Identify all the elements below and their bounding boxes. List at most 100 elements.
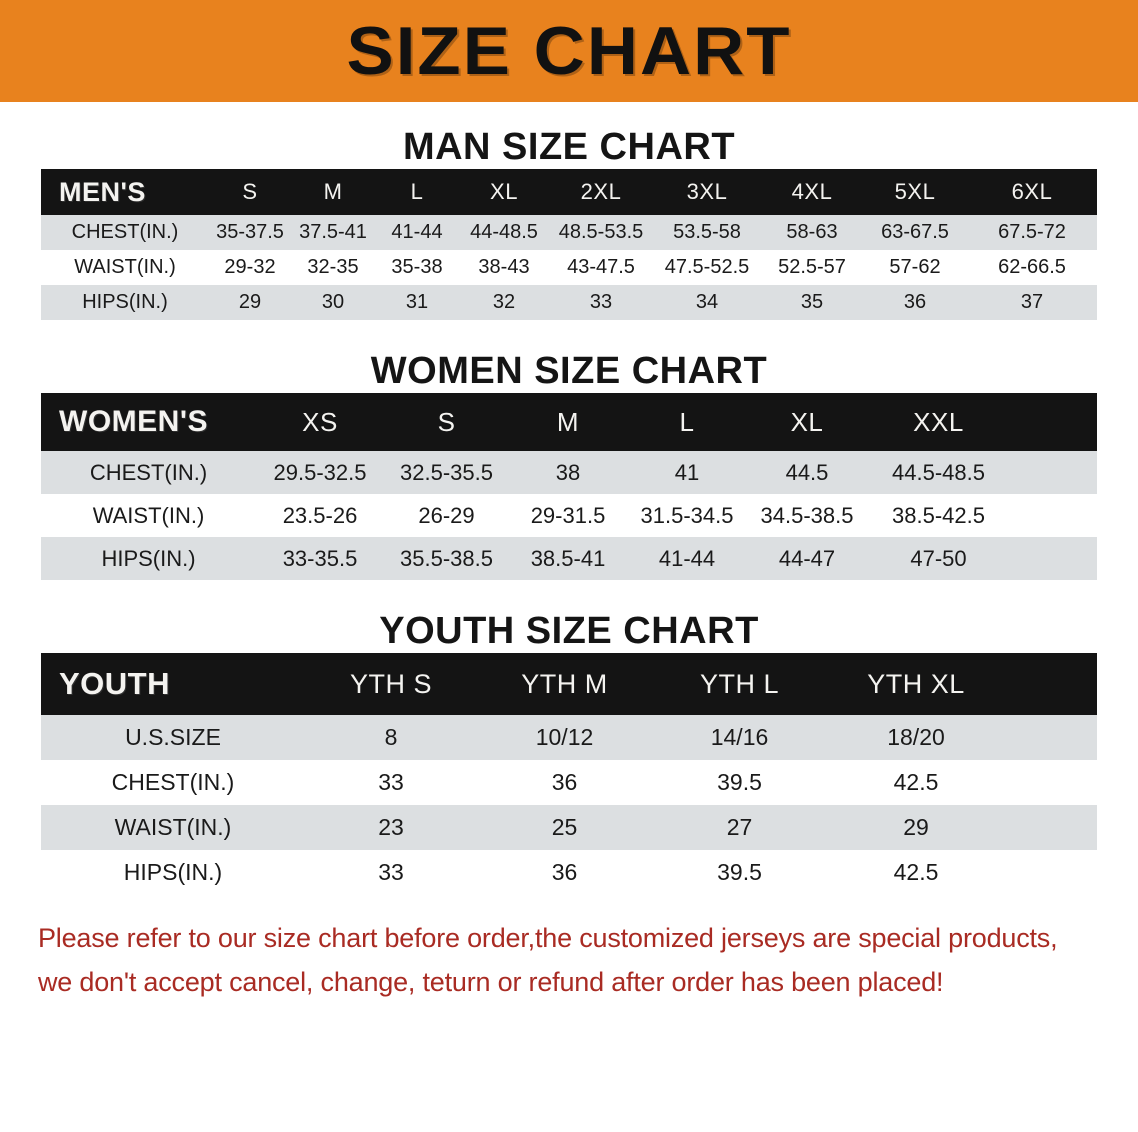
youth-col-header: YTH L	[699, 668, 780, 699]
women-col-header: M	[556, 406, 580, 437]
women-cell: 41-44	[658, 545, 716, 571]
men-cell: 58-63	[786, 221, 838, 243]
men-cell: 29-32	[224, 256, 276, 278]
men-col-header: 6XL	[1011, 179, 1053, 204]
youth-row-label: U.S.SIZE	[125, 724, 221, 750]
men-cell: 32	[492, 291, 516, 313]
women-cell: 38	[555, 459, 581, 485]
men-header-row: MEN'S S M L XL 2XL 3XL 4XL 5XL 6XL	[41, 169, 1097, 215]
men-cell: 62-66.5	[998, 256, 1066, 278]
youth-cell-empty	[1005, 850, 1097, 895]
table-row: HIPS(IN.) 33 36 39.5 42.5	[41, 850, 1097, 895]
youth-cell: 33	[378, 769, 404, 795]
women-row-label: HIPS(IN.)	[101, 545, 196, 571]
women-cell: 35.5-38.5	[400, 545, 493, 571]
youth-header-row: YOUTH YTH S YTH M YTH L YTH XL	[41, 653, 1097, 715]
men-col-header: 2XL	[580, 179, 622, 204]
youth-cell: 23	[378, 814, 404, 840]
women-chart-wrap: WOMEN'S XS S M L XL XXL CHEST(IN.) 29.5-…	[0, 393, 1138, 580]
men-col-header: 3XL	[686, 179, 728, 204]
youth-cell-empty	[1005, 805, 1097, 850]
youth-cell: 8	[384, 724, 398, 750]
men-cell: 48.5-53.5	[558, 221, 644, 243]
youth-cell-empty	[1005, 715, 1097, 760]
men-cell: 67.5-72	[998, 221, 1066, 243]
table-row: CHEST(IN.) 33 36 39.5 42.5	[41, 760, 1097, 805]
men-cell: 57-62	[889, 256, 941, 278]
men-cell: 34	[695, 291, 719, 313]
women-cell: 41	[674, 459, 700, 485]
youth-col-header: YTH XL	[867, 668, 965, 699]
men-col-header: M	[323, 179, 343, 204]
women-cell: 31.5-34.5	[640, 502, 734, 528]
women-header-row: WOMEN'S XS S M L XL XXL	[41, 393, 1097, 451]
table-row: CHEST(IN.) 29.5-32.5 32.5-35.5 38 41 44.…	[41, 451, 1097, 494]
men-size-table: MEN'S S M L XL 2XL 3XL 4XL 5XL 6XL CHEST…	[41, 169, 1097, 320]
women-col-header: XXL	[913, 406, 964, 437]
youth-row-label: WAIST(IN.)	[114, 814, 232, 840]
women-section-title: WOMEN SIZE CHART	[370, 350, 768, 392]
youth-cell: 33	[378, 859, 404, 885]
youth-cell: 14/16	[710, 724, 769, 750]
men-cell: 52.5-57	[778, 256, 846, 278]
youth-cell: 27	[726, 814, 753, 840]
youth-cell: 18/20	[887, 724, 945, 750]
women-cell-empty	[1010, 537, 1097, 580]
table-row: WAIST(IN.) 29-32 32-35 35-38 38-43 43-47…	[41, 250, 1097, 285]
men-cell: 47.5-52.5	[664, 256, 750, 278]
women-cell: 23.5-26	[282, 502, 358, 528]
page-title: SIZE CHART	[346, 13, 792, 89]
men-row-label: HIPS(IN.)	[82, 291, 168, 313]
men-cell: 41-44	[391, 221, 443, 243]
women-cell: 34.5-38.5	[760, 502, 854, 528]
youth-corner-label: YOUTH	[59, 666, 170, 701]
youth-cell: 25	[551, 814, 578, 840]
men-cell: 44-48.5	[470, 221, 538, 243]
women-cell: 32.5-35.5	[400, 459, 493, 485]
women-cell: 47-50	[910, 545, 967, 571]
youth-cell: 36	[551, 769, 578, 795]
women-cell: 29.5-32.5	[273, 459, 367, 485]
men-cell: 53.5-58	[673, 221, 741, 243]
men-cell: 35-37.5	[216, 221, 284, 243]
youth-chart-wrap: YOUTH YTH S YTH M YTH L YTH XL U.S.SIZE …	[0, 653, 1138, 895]
women-row-label: WAIST(IN.)	[92, 502, 205, 528]
men-cell: 36	[903, 291, 927, 313]
men-cell: 63-67.5	[881, 221, 949, 243]
men-col-header: S	[242, 179, 258, 204]
women-cell: 44.5-48.5	[892, 459, 985, 485]
table-row: WAIST(IN.) 23.5-26 26-29 29-31.5 31.5-34…	[41, 494, 1097, 537]
women-corner-label: WOMEN'S	[59, 405, 208, 438]
women-cell: 38.5-41	[530, 545, 606, 571]
table-row: WAIST(IN.) 23 25 27 29	[41, 805, 1097, 850]
men-cell: 37	[1020, 291, 1044, 313]
men-cell: 43-47.5	[567, 256, 635, 278]
women-col-header: S	[437, 406, 456, 437]
men-cell: 31	[405, 291, 429, 313]
youth-col-header-empty	[1005, 653, 1097, 715]
women-col-header: L	[679, 406, 695, 437]
disclaimer-line-1: Please refer to our size chart before or…	[38, 923, 1058, 953]
men-cell: 38-43	[478, 256, 530, 278]
youth-cell: 42.5	[893, 769, 939, 795]
youth-cell: 10/12	[535, 724, 594, 750]
youth-section-title: YOUTH SIZE CHART	[379, 610, 759, 652]
men-col-header: 5XL	[894, 179, 936, 204]
youth-cell: 29	[903, 814, 929, 840]
men-cell: 29	[238, 291, 262, 313]
women-cell: 44-47	[778, 545, 836, 571]
youth-row-label: HIPS(IN.)	[123, 859, 223, 885]
women-cell-empty	[1010, 451, 1097, 494]
women-cell: 44.5	[785, 459, 829, 485]
disclaimer: Please refer to our size chart before or…	[0, 917, 1138, 1004]
men-cell: 35	[800, 291, 824, 313]
men-cell: 32-35	[307, 256, 359, 278]
youth-row-label: CHEST(IN.)	[111, 769, 235, 795]
women-cell-empty	[1010, 494, 1097, 537]
disclaimer-line-2: we don't accept cancel, change, teturn o…	[38, 966, 944, 997]
women-col-header: XL	[790, 406, 824, 437]
youth-cell: 39.5	[717, 769, 762, 795]
women-size-table: WOMEN'S XS S M L XL XXL CHEST(IN.) 29.5-…	[41, 393, 1097, 580]
men-col-header: XL	[490, 179, 518, 204]
women-col-header: XS	[302, 406, 338, 437]
